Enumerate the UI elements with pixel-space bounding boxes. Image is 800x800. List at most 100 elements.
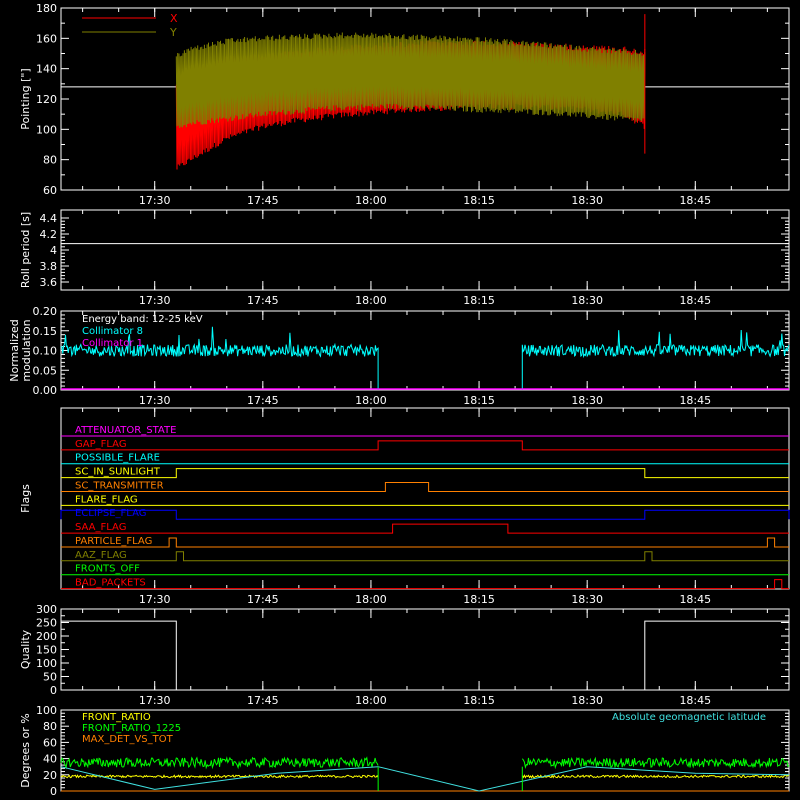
quality-panel: 17:30 17:45 18:00 18:15 18:30 18:450501001502… xyxy=(19,603,790,707)
pointing-x-tick-label: 18:45 xyxy=(679,194,711,207)
flags-x-tick-label: 17:45 xyxy=(247,593,279,606)
ratios-y-tick-label: 0 xyxy=(50,785,57,798)
flags-panel: 17:30 17:45 18:00 18:15 18:30 18:45 Flags ATTEN… xyxy=(19,407,790,606)
modulation-x-tick-label: 18:15 xyxy=(463,394,495,407)
quality-y-tick-label: 250 xyxy=(36,617,57,630)
modulation-x-tick-label: 18:00 xyxy=(355,394,387,407)
modulation-y-tick-label: 0.15 xyxy=(33,325,58,338)
quality-y-tick-label: 100 xyxy=(36,657,57,670)
ratios-y-tick-label: 100 xyxy=(36,704,57,717)
flags-y-axis-label: Flags xyxy=(19,484,32,513)
roll-x-tick-label: 18:45 xyxy=(679,294,711,307)
modulation-panel: 17:30 17:45 18:00 18:15 18:30 18:45 0.00 0.05 0.… xyxy=(8,305,790,407)
quality-y-tick-label: 50 xyxy=(43,671,57,684)
flag-particle-flag-line xyxy=(61,537,789,548)
quality-y-tick-label: 0 xyxy=(50,684,57,697)
legend-label-collimator-1: Collimator 1 xyxy=(82,338,143,349)
pointing-y-tick-label: 160 xyxy=(36,32,57,45)
flag-sc-transmitter-label: SC_TRANSMITTER xyxy=(75,480,164,491)
flag-bad-packets-line xyxy=(61,579,789,590)
flag-eclipse-flag-line xyxy=(60,509,790,520)
flag-sc-transmitter-line xyxy=(61,482,789,492)
roll-frame xyxy=(60,209,790,291)
ratios-y-tick-label: 40 xyxy=(43,753,57,766)
modulation-y-axis-label: Normalizedmodulation xyxy=(8,319,33,381)
modulation-y-tick-label: 0.05 xyxy=(33,364,58,377)
series-front-ratio-1225-segment xyxy=(60,756,379,770)
quality-x-tick-label: 18:15 xyxy=(463,694,495,707)
legend-label-x: X xyxy=(170,12,178,25)
ratios-y-tick-label: 20 xyxy=(43,769,57,782)
pointing-x-tick-label: 17:45 xyxy=(247,194,279,207)
flags-x-tick-label: 18:15 xyxy=(463,593,495,606)
pointing-y-tick-label: 80 xyxy=(43,154,57,167)
pointing-x-tick-label: 18:30 xyxy=(571,194,603,207)
modulation-y-tick-label: 0.20 xyxy=(33,305,58,318)
pointing-x-tick-label: 17:30 xyxy=(139,194,171,207)
quality-y-tick-label: 200 xyxy=(36,630,57,643)
legend-label-collimator-8: Collimator 8 xyxy=(82,326,143,337)
legend-label-front-ratio: FRONT_RATIO xyxy=(82,712,151,723)
legend-label-y: Y xyxy=(169,26,177,39)
roll-x-tick-label: 18:15 xyxy=(463,294,495,307)
modulation-x-tick-label: 17:45 xyxy=(247,394,279,407)
quality-y-tick-label: 300 xyxy=(36,603,57,616)
roll-x-tick-label: 18:00 xyxy=(355,294,387,307)
quality-x-tick-label: 17:30 xyxy=(139,694,171,707)
flag-flare-flag-label: FLARE_FLAG xyxy=(75,494,138,505)
pointing-y-tick-label: 140 xyxy=(36,63,57,76)
flag-gap-flag-label: GAP_FLAG xyxy=(75,439,127,450)
ratios-y-tick-label: 80 xyxy=(43,720,57,733)
roll-y-tick-label: 4.4 xyxy=(40,212,58,225)
series-absolute-geomagnetic-latitude-line xyxy=(60,766,790,792)
pointing-y-tick-label: 60 xyxy=(43,184,57,197)
quality-line xyxy=(61,620,789,691)
pointing-x-tick-label: 18:00 xyxy=(355,194,387,207)
flags-x-tick-label: 18:45 xyxy=(679,593,711,606)
pointing-panel: 17:30 17:45 18:00 18:15 18:30 18:45 60 80 100 120… xyxy=(19,2,790,207)
flag-eclipse-flag-label: ECLIPSE_FLAG xyxy=(75,508,146,519)
roll-y-tick-label: 3.6 xyxy=(40,276,58,289)
roll-x-tick-label: 17:45 xyxy=(247,294,279,307)
roll-x-tick-label: 18:30 xyxy=(571,294,603,307)
series-front-ratio-segment xyxy=(521,774,790,779)
quality-y-tick-label: 150 xyxy=(36,644,57,657)
quality-x-tick-label: 18:45 xyxy=(679,694,711,707)
roll-y-tick-label: 4.2 xyxy=(40,228,58,241)
roll-y-tick-label: 4 xyxy=(50,244,57,257)
flags-x-tick-label: 18:00 xyxy=(355,593,387,606)
flags-x-tick-label: 18:30 xyxy=(571,593,603,606)
flag-saa-flag-line xyxy=(61,523,789,534)
pointing-y-tick-label: 120 xyxy=(36,93,57,106)
roll-x-tick-label: 17:30 xyxy=(139,294,171,307)
series-front-ratio-segment xyxy=(60,774,379,779)
geomagnetic-latitude-annotation: Absolute geomagnetic latitude xyxy=(612,712,766,723)
quality-y-axis-label: Quality xyxy=(19,629,32,669)
collimator-8-segment xyxy=(521,329,790,390)
ratios-panel: 0 20 40 60 80 100 Degrees or % FRONT_RATIOFRONT… xyxy=(19,704,790,798)
quality-x-tick-label: 17:45 xyxy=(247,694,279,707)
flag-aaz-flag-label: AAZ_FLAG xyxy=(75,550,127,561)
flag-bad-packets-label: BAD_PACKETS xyxy=(75,578,146,589)
ratios-y-tick-label: 60 xyxy=(43,736,57,749)
modulation-y-tick-label: 0.10 xyxy=(33,345,58,358)
flag-saa-flag-label: SAA_FLAG xyxy=(75,522,126,533)
pointing-y-tick-label: 180 xyxy=(36,2,57,15)
legend-label-max-det-vs-tot: MAX_DET_VS_TOT xyxy=(82,734,174,745)
modulation-x-tick-label: 17:30 xyxy=(139,394,171,407)
flag-attenuator-state-label: ATTENUATOR_STATE xyxy=(75,425,176,436)
flag-gap-flag-line xyxy=(61,440,789,451)
modulation-x-tick-label: 18:30 xyxy=(571,394,603,407)
roll-panel: 17:30 17:45 18:00 18:15 18:30 18:45 3.6 3.8 4 4.2… xyxy=(19,209,790,307)
modulation-x-tick-label: 18:45 xyxy=(679,394,711,407)
legend-label-front-ratio-1225: FRONT_RATIO_1225 xyxy=(82,723,181,734)
quality-x-tick-label: 18:30 xyxy=(571,694,603,707)
flag-aaz-flag-line xyxy=(61,551,789,562)
series-y-line xyxy=(175,32,646,129)
roll-y-tick-label: 3.8 xyxy=(40,260,58,273)
pointing-y-tick-label: 100 xyxy=(36,123,57,136)
energy-band-annotation: Energy band: 12-25 keV xyxy=(82,314,203,325)
flag-possible-flare-label: POSSIBLE_FLARE xyxy=(75,453,160,464)
flag-fronts-off-label: FRONTS_OFF xyxy=(75,564,140,575)
